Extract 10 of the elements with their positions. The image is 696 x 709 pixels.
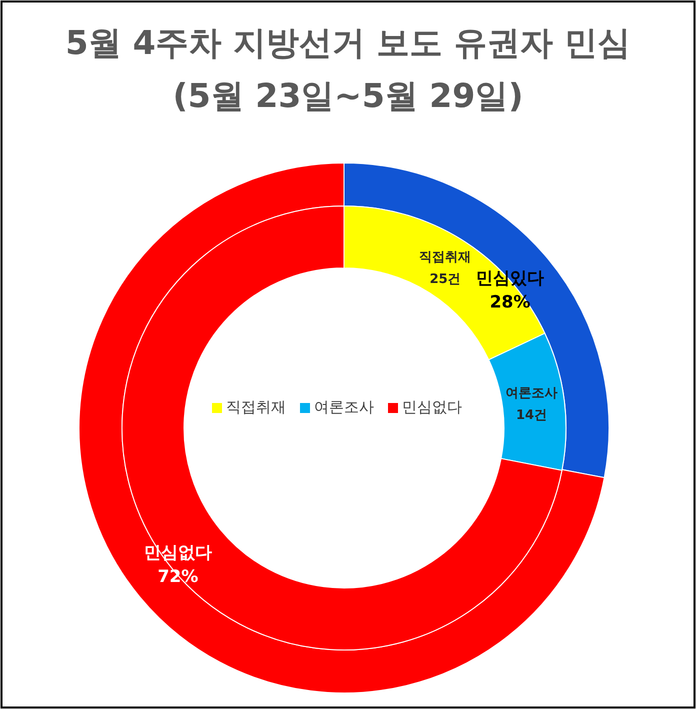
slice-label: 직접취재	[419, 250, 472, 265]
legend-label: 직접취재	[226, 398, 286, 416]
legend-label: 여론조사	[314, 398, 374, 416]
slice-label: 여론조사	[506, 386, 558, 402]
chart-title: 5월 4주차 지방선거 보도 유권자 민심	[65, 23, 631, 62]
data-label: 25건	[430, 272, 461, 287]
chart-subtitle: (5월 23일~5월 29일)	[172, 76, 524, 116]
legend-label: 민심없다	[402, 398, 462, 416]
data-label: 14건	[516, 408, 548, 424]
donut-slice	[122, 206, 562, 650]
